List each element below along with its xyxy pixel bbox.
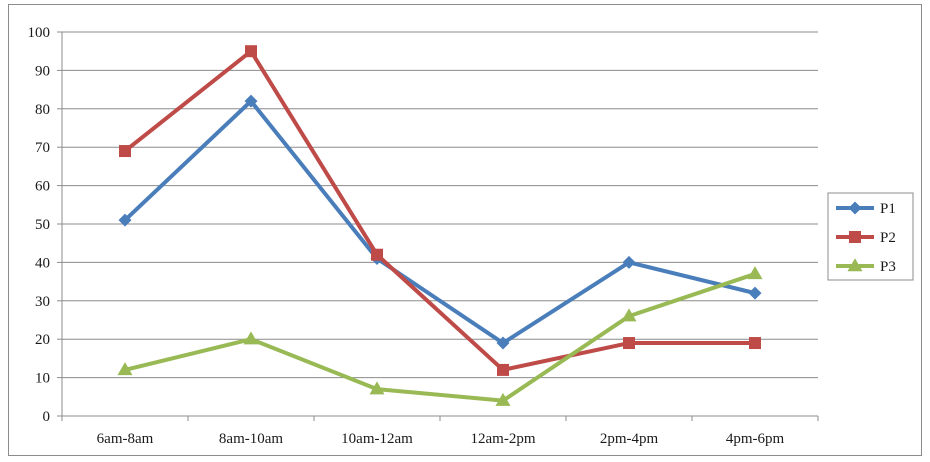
y-tick-label: 30 [35, 294, 50, 310]
legend-entry-p2: P2 [836, 230, 896, 246]
legend-marker-p3 [847, 258, 863, 272]
y-tick-label: 100 [28, 25, 51, 41]
data-point-p2 [245, 45, 257, 58]
data-point-p1 [496, 336, 510, 350]
x-tick-label: 4pm-6pm [726, 431, 785, 447]
data-point-p2 [749, 337, 761, 350]
data-point-p1 [622, 255, 636, 269]
y-tick-label: 10 [35, 371, 50, 387]
series-lines [117, 45, 763, 406]
data-point-p1 [748, 286, 762, 300]
legend-label: P1 [880, 201, 896, 217]
series-line-p3 [124, 272, 756, 403]
y-tick-label: 0 [43, 409, 51, 425]
data-point-p3 [369, 381, 385, 395]
x-tick-label: 12am-2pm [471, 431, 536, 447]
legend-marker-p2 [849, 231, 861, 243]
y-axis-tick-labels: 0 10 20 30 40 50 60 70 80 90 100 [28, 25, 51, 425]
y-tick-label: 40 [35, 255, 50, 271]
data-point-p3 [117, 362, 133, 376]
legend-marker-p1 [848, 201, 862, 215]
legend-label: P2 [880, 230, 896, 246]
data-point-p3 [243, 331, 259, 345]
x-tick-label: 10am-12am [341, 431, 413, 447]
data-point-p3 [747, 266, 763, 280]
data-point-p2 [371, 248, 383, 261]
series-p3 [117, 266, 763, 406]
data-point-p2 [497, 363, 509, 376]
x-axis-tick-labels: 6am-8am 8am-10am 10am-12am 12am-2pm 2pm-4pm 4… [97, 431, 785, 447]
data-point-p1 [244, 94, 258, 108]
chart-frame [8, 4, 922, 456]
data-point-p2 [623, 337, 635, 350]
data-point-p1 [118, 213, 132, 227]
legend-label: P3 [880, 259, 896, 275]
gridlines [62, 31, 818, 379]
legend-entry-p1: P1 [836, 201, 896, 217]
y-tick-label: 80 [35, 102, 50, 118]
legend: P1 P2 P3 [827, 192, 914, 281]
series-line-p1 [123, 99, 756, 346]
y-tick-label: 70 [35, 140, 50, 156]
x-tick-label: 2pm-4pm [600, 431, 659, 447]
y-tick-label: 50 [35, 217, 50, 233]
x-tick-label: 6am-8am [97, 431, 154, 447]
data-point-p2 [119, 145, 131, 158]
data-point-p3 [621, 308, 637, 322]
series-line-p2 [123, 49, 755, 372]
y-tick-label: 20 [35, 332, 50, 348]
y-tick-label: 90 [35, 63, 50, 79]
series-p2 [119, 45, 761, 376]
axes [57, 31, 819, 421]
x-tick-label: 8am-10am [219, 431, 283, 447]
y-tick-label: 60 [35, 179, 50, 195]
legend-entry-p3: P3 [836, 258, 896, 275]
data-point-p3 [495, 392, 511, 406]
